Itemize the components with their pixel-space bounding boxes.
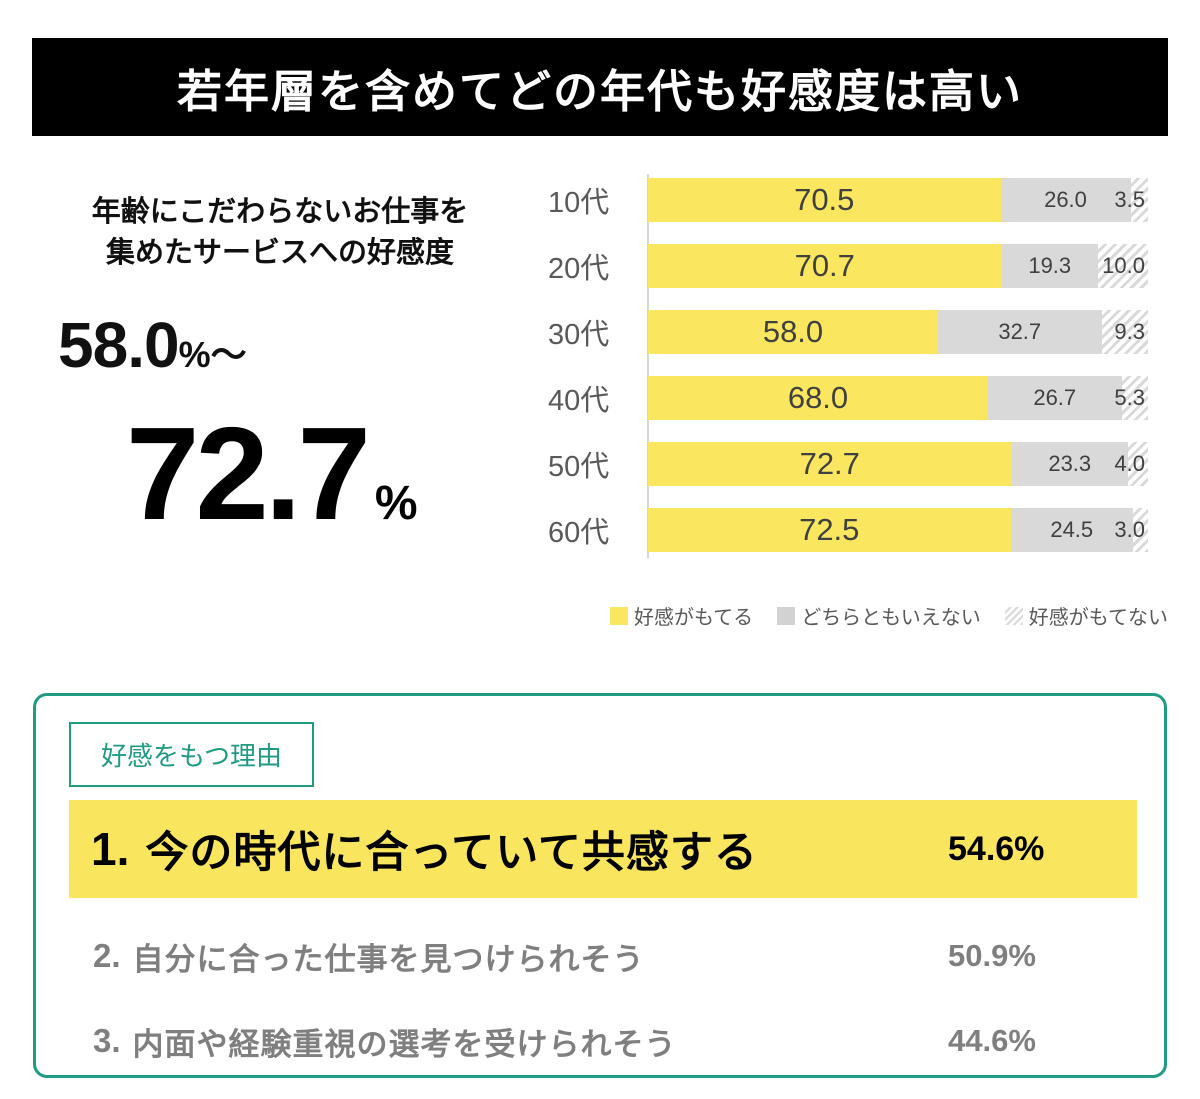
bar-value-unfavorable: 4.0 bbox=[1114, 451, 1145, 476]
bar-track: 70.5 26.0 3.5 bbox=[648, 178, 1148, 222]
bar-segment-favorable: 58.0 bbox=[648, 310, 938, 354]
legend-label: 好感がもてない bbox=[1028, 607, 1168, 629]
bar-value-unfavorable: 10.0 bbox=[1102, 253, 1145, 278]
bar-segment-favorable: 72.7 bbox=[648, 442, 1012, 486]
chart-legend: 好感がもてる どちらともいえない 好感がもてない bbox=[548, 601, 1168, 630]
bar-segment-unfavorable bbox=[1128, 442, 1148, 486]
chart-caption-line1: 年齢にこだわらないお仕事を bbox=[91, 196, 469, 228]
bar-value-unfavorable: 9.3 bbox=[1114, 319, 1145, 344]
reason-row-3: 3. 内面や経験重視の選考を受けられそう 44.6% bbox=[69, 1019, 1137, 1063]
bar-track: 58.0 32.7 9.3 bbox=[648, 310, 1148, 354]
reason-rank: 2. bbox=[93, 937, 121, 974]
bar-value-favorable: 70.7 bbox=[794, 248, 855, 283]
reasons-panel-title: 好感をもつ理由 bbox=[69, 722, 314, 787]
legend-swatch-gray-icon bbox=[777, 606, 796, 625]
bar-segment-neutral: 26.0 bbox=[1000, 178, 1131, 222]
bar-value-unfavorable: 3.5 bbox=[1114, 187, 1145, 212]
bar-segment-unfavorable bbox=[1130, 178, 1148, 222]
header-bar: 若年層を含めてどの年代も好感度は高い bbox=[32, 38, 1168, 136]
age-label: 10代 bbox=[548, 187, 610, 219]
range-min-number: 58.0 bbox=[58, 309, 180, 381]
reason-text: 自分に合った仕事を見つけられそう bbox=[132, 941, 645, 977]
age-label: 60代 bbox=[548, 517, 610, 549]
legend-swatch-yellow-icon bbox=[609, 606, 628, 625]
chart-caption: 年齢にこだわらないお仕事を 集めたサービスへの好感度 bbox=[40, 192, 520, 273]
legend-label: 好感がもてる bbox=[633, 607, 754, 629]
chart-row: 10代 70.5 26.0 3.5 bbox=[548, 178, 1168, 222]
reason-rank: 3. bbox=[93, 1022, 121, 1059]
bar-value-favorable: 72.7 bbox=[799, 446, 860, 481]
reason-row-2: 2. 自分に合った仕事を見つけられそう 50.9% bbox=[69, 934, 1137, 978]
legend-item-favorable: 好感がもてる bbox=[609, 601, 754, 630]
chart-row: 20代 70.7 19.3 10.0 bbox=[548, 244, 1168, 288]
bar-track: 70.7 19.3 10.0 bbox=[648, 244, 1148, 288]
bar-track: 68.0 26.7 5.3 bbox=[648, 376, 1148, 420]
bar-segment-favorable: 70.7 bbox=[648, 244, 1002, 288]
bar-segment-favorable: 72.5 bbox=[648, 508, 1011, 552]
bar-segment-neutral: 19.3 bbox=[1001, 244, 1098, 288]
bar-value-favorable: 72.5 bbox=[799, 512, 860, 547]
reason-value: 44.6% bbox=[948, 1023, 1036, 1058]
bar-value-neutral: 26.0 bbox=[1044, 187, 1087, 212]
bar-value-neutral: 26.7 bbox=[1033, 385, 1077, 410]
big-max-number: 72.7 bbox=[126, 400, 371, 547]
bar-segment-unfavorable bbox=[1101, 310, 1148, 354]
bar-segment-unfavorable bbox=[1121, 376, 1148, 420]
bar-value-neutral: 23.3 bbox=[1048, 451, 1092, 476]
bar-segment-neutral: 26.7 bbox=[988, 376, 1122, 420]
stacked-bar-chart: 10代 70.5 26.0 3.5 20代 70.7 19.3 10.0 30代… bbox=[548, 174, 1168, 558]
legend-item-unfavorable: 好感がもてない bbox=[1004, 601, 1168, 630]
big-max-unit: % bbox=[374, 477, 418, 530]
chart-row: 50代 72.7 23.3 4.0 bbox=[548, 442, 1168, 486]
age-label: 20代 bbox=[548, 253, 610, 285]
bar-value-neutral: 19.3 bbox=[1028, 253, 1072, 278]
reason-row-1: 1. 今の時代に合っていて共感する 54.6% bbox=[69, 800, 1137, 898]
bar-value-unfavorable: 3.0 bbox=[1114, 517, 1145, 542]
legend-swatch-hatch-icon bbox=[1004, 606, 1023, 625]
bar-value-neutral: 32.7 bbox=[998, 319, 1042, 344]
bar-track: 72.7 23.3 4.0 bbox=[648, 442, 1148, 486]
chart-row: 30代 58.0 32.7 9.3 bbox=[548, 310, 1168, 354]
big-max-value: 72.7% bbox=[126, 398, 418, 549]
bar-value-favorable: 58.0 bbox=[762, 314, 824, 349]
chart-row: 40代 68.0 26.7 5.3 bbox=[548, 376, 1168, 420]
reason-text: 内面や経験重視の選考を受けられそう bbox=[132, 1026, 677, 1062]
bar-value-favorable: 70.5 bbox=[794, 182, 855, 217]
age-label: 40代 bbox=[548, 385, 610, 417]
range-min-value: 58.0%〜 bbox=[58, 308, 247, 382]
bar-segment-favorable: 68.0 bbox=[648, 376, 988, 420]
bar-segment-unfavorable bbox=[1133, 508, 1148, 552]
reason-value: 50.9% bbox=[948, 938, 1036, 973]
bar-value-unfavorable: 5.3 bbox=[1114, 385, 1145, 410]
bar-segment-neutral: 23.3 bbox=[1011, 442, 1128, 486]
chart-caption-line2: 集めたサービスへの好感度 bbox=[105, 236, 454, 269]
bar-segment-neutral: 24.5 bbox=[1010, 508, 1133, 552]
bar-value-favorable: 68.0 bbox=[787, 380, 849, 415]
reason-rank: 1. bbox=[91, 823, 130, 875]
age-label: 30代 bbox=[548, 319, 610, 351]
bar-segment-favorable: 70.5 bbox=[648, 178, 1001, 222]
y-axis-line bbox=[647, 174, 649, 558]
bar-value-neutral: 24.5 bbox=[1050, 517, 1094, 542]
reasons-panel: 好感をもつ理由 1. 今の時代に合っていて共感する 54.6% 2. 自分に合っ… bbox=[33, 693, 1167, 1078]
bar-segment-unfavorable bbox=[1098, 244, 1148, 288]
reason-text: 今の時代に合っていて共感する bbox=[145, 829, 758, 877]
legend-item-neutral: どちらともいえない bbox=[777, 601, 981, 630]
range-min-suffix: %〜 bbox=[178, 334, 247, 375]
legend-label: どちらともいえない bbox=[801, 607, 981, 629]
reason-value: 54.6% bbox=[948, 829, 1045, 868]
chart-row: 60代 72.5 24.5 3.0 bbox=[548, 508, 1168, 552]
bar-segment-neutral: 32.7 bbox=[938, 310, 1102, 354]
age-label: 50代 bbox=[548, 451, 610, 483]
page-title: 若年層を含めてどの年代も好感度は高い bbox=[176, 65, 1023, 117]
bar-track: 72.5 24.5 3.0 bbox=[648, 508, 1148, 552]
